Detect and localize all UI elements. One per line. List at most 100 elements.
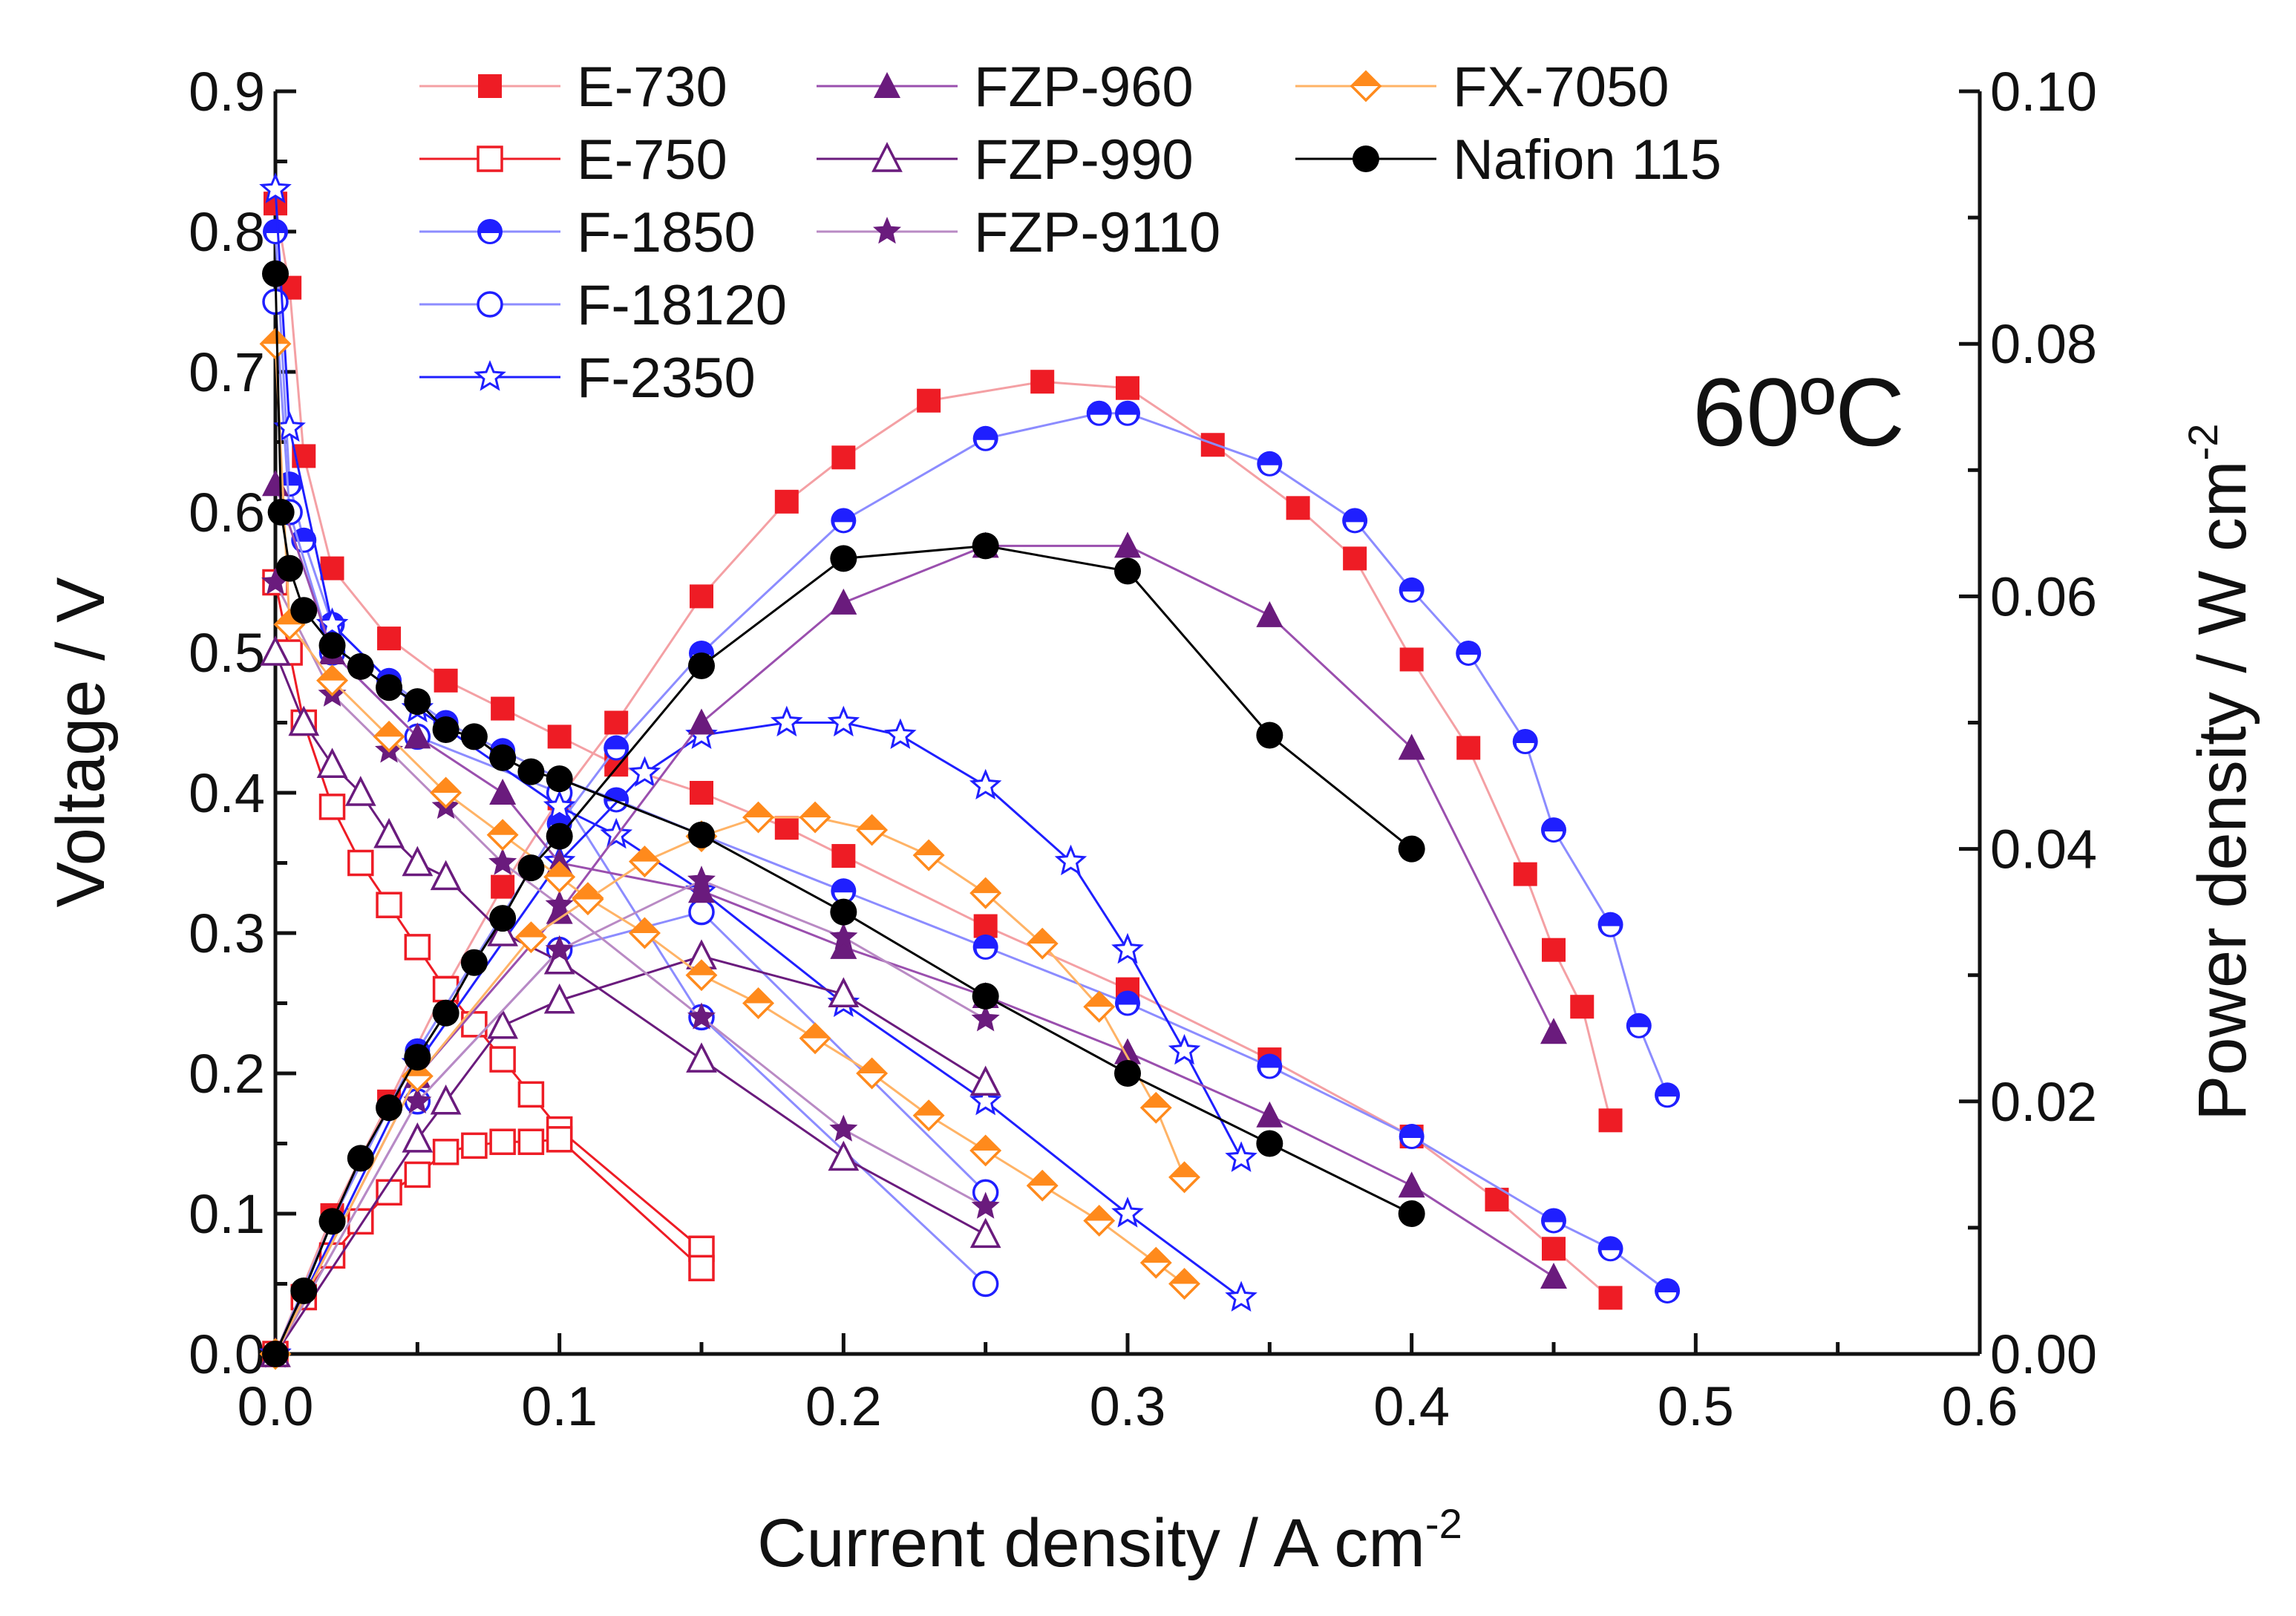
y-tick-label: 0.7	[189, 341, 265, 403]
nafion-115-voltage-point	[318, 632, 346, 659]
circle-marker	[347, 1145, 374, 1172]
open-triangle-marker	[828, 1140, 860, 1171]
f-1850-voltage-point	[1655, 1278, 1681, 1303]
fx-7050-voltage-point	[969, 1134, 1002, 1167]
open-star-marker	[543, 790, 576, 821]
y-tick-label: 0.3	[189, 903, 265, 964]
f-2350-power-point	[969, 768, 1002, 800]
half-circle-marker-lower	[1545, 1222, 1563, 1231]
fzp-990-power-point	[969, 1065, 1001, 1096]
fx-7050-power-point	[969, 877, 1002, 909]
x-axis-label-text: Current density / A cm	[757, 1505, 1425, 1581]
fzp-9110-voltage-point	[687, 1002, 716, 1030]
open-circle-marker	[972, 1270, 999, 1298]
nafion-115-voltage-point	[688, 821, 715, 848]
e-730-voltage-point	[774, 816, 799, 840]
fzp-990-voltage-point	[373, 817, 405, 848]
e-730-power-point	[690, 584, 713, 609]
f-2350-voltage-point	[1111, 1197, 1144, 1228]
fx-7050-power-point	[912, 839, 945, 871]
fzp-960-voltage-point	[1540, 1263, 1567, 1289]
open-star-marker	[884, 718, 917, 750]
fzp-990-voltage-point	[344, 776, 376, 806]
legend-label: FZP-990	[974, 128, 1194, 192]
fx-7050-power-point	[1139, 1091, 1172, 1124]
triangle-marker	[1398, 733, 1425, 760]
y2-tick-label: 0.02	[1990, 1071, 2097, 1133]
circle-marker	[376, 1094, 403, 1122]
circle-marker	[517, 854, 545, 882]
y-tick-label: 0.0	[189, 1324, 265, 1385]
half-circle-marker-lower	[1402, 1138, 1421, 1148]
e-730-power-point	[1286, 496, 1310, 520]
triangle-marker	[1256, 1101, 1283, 1128]
circle-marker	[1353, 145, 1379, 172]
f-1850-power-point	[1342, 508, 1368, 534]
open-triangle-marker	[686, 1042, 717, 1073]
nafion-115-voltage-point	[290, 597, 318, 624]
half-circle-marker-lower	[1346, 522, 1364, 531]
diamond-marker-upper	[573, 885, 602, 900]
nafion-115-power-point	[404, 1044, 431, 1071]
open-star-marker	[600, 817, 633, 849]
e-730-power-point	[1116, 376, 1139, 400]
fx-7050-voltage-point	[856, 1057, 889, 1090]
circle-marker	[318, 632, 346, 659]
f-1850-power-point	[604, 735, 629, 761]
nafion-115-power-point	[262, 1341, 289, 1367]
nafion-115-voltage-point	[404, 688, 431, 716]
star-marker	[261, 567, 290, 595]
open-star-marker	[1054, 844, 1088, 876]
f-1850-power-point	[1541, 817, 1566, 843]
diamond-marker-upper	[1028, 1171, 1057, 1186]
fzp-990-voltage-point	[828, 1140, 860, 1171]
open-triangle-marker	[373, 817, 405, 848]
e-730-power-point	[774, 489, 799, 514]
square-marker	[973, 914, 998, 938]
open-square-marker	[432, 1139, 459, 1165]
fzp-990-power-point	[487, 1008, 519, 1039]
fx-7050-power-point	[1026, 927, 1059, 960]
circle-marker	[262, 260, 289, 287]
fzp-9110-voltage-point	[488, 848, 517, 875]
diamond-marker-upper	[915, 841, 943, 856]
open-star-marker	[1111, 932, 1144, 964]
fx-7050-voltage-point	[799, 1022, 831, 1055]
open-square-marker	[517, 1081, 545, 1108]
legend-label: F-2350	[577, 347, 756, 410]
circle-marker	[1398, 835, 1425, 863]
star-marker	[829, 922, 858, 949]
open-triangle-marker	[344, 776, 376, 806]
triangle-marker	[1540, 1263, 1567, 1289]
x-tick-label: 0.6	[1942, 1375, 2018, 1437]
f-2350-voltage-point	[259, 172, 292, 203]
x-tick-label: 0.0	[238, 1375, 314, 1437]
e-730-voltage-point	[973, 914, 998, 938]
f-1850-voltage-point	[831, 878, 857, 904]
open-square-marker	[347, 849, 374, 877]
f-1850-power-point	[1257, 451, 1283, 477]
square-marker	[831, 844, 856, 868]
circle-marker	[1114, 557, 1141, 585]
open-square-marker	[376, 892, 402, 918]
nafion-115-power-point	[489, 905, 517, 932]
diamond-marker-upper	[375, 722, 404, 737]
half-circle-marker-lower	[1260, 1067, 1279, 1077]
legend-label: FX-7050	[1453, 56, 1669, 119]
diamond-marker-upper	[744, 803, 773, 818]
fzp-9110-voltage-point	[545, 890, 574, 917]
e-730-voltage-point	[831, 844, 856, 868]
fzp-990-power-point	[402, 1122, 434, 1153]
star-marker	[403, 1086, 432, 1113]
square-marker	[491, 696, 515, 721]
fx-7050-voltage-point	[685, 959, 718, 992]
diamond-marker-upper	[318, 666, 347, 681]
open-star-marker	[1225, 1280, 1257, 1312]
y2-axis-label: Power density / W cm-2	[2179, 424, 2260, 1121]
f-1850-voltage-point	[1257, 1053, 1283, 1079]
open-square-marker	[477, 145, 503, 172]
f-2350-voltage-point	[600, 817, 633, 849]
x-tick-label: 0.1	[521, 1375, 598, 1437]
series-fzp-960	[262, 470, 1567, 1366]
nafion-115-voltage-point	[262, 260, 289, 287]
